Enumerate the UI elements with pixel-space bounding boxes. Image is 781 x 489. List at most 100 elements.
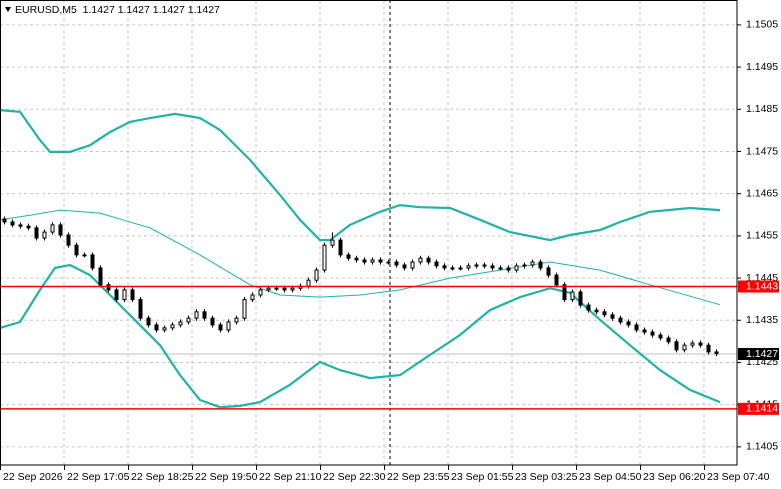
candle-body <box>290 287 295 291</box>
x-tick-label: 22 Sep 18:25 <box>131 471 194 483</box>
candle-body <box>34 227 39 239</box>
candle-body <box>554 274 559 286</box>
candle-body <box>362 259 367 263</box>
candle-body <box>274 287 279 290</box>
level-label: 1.1443 <box>746 280 778 292</box>
candle-body <box>178 321 183 326</box>
candle-body <box>602 311 607 316</box>
plot-frame <box>0 0 738 466</box>
x-tick-label: 22 Sep 23:55 <box>387 471 450 483</box>
candle-body <box>626 321 631 326</box>
candle-body <box>186 317 191 323</box>
candle-body <box>146 317 151 326</box>
candle-body <box>450 267 455 270</box>
candle-body <box>594 309 599 313</box>
candle-body <box>26 225 31 229</box>
y-tick-label: 1.1405 <box>746 441 778 453</box>
candle-body <box>82 254 87 257</box>
candle-body <box>194 311 199 319</box>
last-price-label: 1.1427 <box>746 348 778 360</box>
level-label-box <box>738 402 779 415</box>
candle-body <box>18 224 23 227</box>
candle-body <box>530 261 535 266</box>
candle-body <box>642 329 647 333</box>
candle-body <box>666 337 671 343</box>
candle-body <box>546 267 551 276</box>
candle-body <box>490 265 495 269</box>
x-tick-label: 23 Sep 03:25 <box>515 471 578 483</box>
candle-body <box>538 261 543 269</box>
candle-body <box>130 289 135 301</box>
candle-body <box>114 289 119 301</box>
candle-body <box>266 287 271 291</box>
candle-body <box>394 261 399 266</box>
band-line <box>0 109 721 242</box>
candle-body <box>322 244 327 271</box>
candle-body <box>378 259 383 263</box>
candle-body <box>210 317 215 326</box>
candle-body <box>498 267 503 270</box>
candle-body <box>682 344 687 351</box>
candle-body <box>98 267 103 286</box>
candle-body <box>90 254 95 269</box>
y-tick-label: 1.1475 <box>746 145 778 157</box>
candle-body <box>170 324 175 329</box>
menu-triangle[interactable] <box>5 7 11 12</box>
candle-body <box>426 257 431 263</box>
candle-body <box>474 264 479 267</box>
candle-body <box>314 269 319 281</box>
candle-body <box>226 321 231 331</box>
y-tick-label: 1.1485 <box>746 103 778 115</box>
candle-body <box>466 265 471 269</box>
candle-body <box>586 304 591 311</box>
y-tick-label: 1.1455 <box>746 230 778 242</box>
candle-body <box>2 218 7 223</box>
candle-body <box>242 299 247 319</box>
candle-body <box>42 231 47 239</box>
candle-body <box>218 324 223 331</box>
candle-body <box>250 294 255 301</box>
candle-body <box>202 311 207 319</box>
candle-body <box>162 327 167 331</box>
candle-body <box>306 279 311 287</box>
candle-body <box>562 284 567 301</box>
axes: 1.1505 1.1495 1.1485 1.1475 1.1465 1.1455 1.14… <box>0 19 779 483</box>
candle-body <box>10 221 15 226</box>
candle-body <box>482 264 487 267</box>
candle-body <box>522 264 527 267</box>
candle-body <box>50 224 55 233</box>
candle-body <box>706 344 711 353</box>
candle-body <box>674 341 679 351</box>
candle-body <box>618 317 623 323</box>
candle-body <box>338 239 343 256</box>
candle-body <box>386 261 391 264</box>
candle-body <box>514 265 519 271</box>
level-label: 1.1414 <box>746 403 778 415</box>
y-tick-label: 1.1465 <box>746 187 778 199</box>
candle-body <box>66 234 71 246</box>
y-tick-label: 1.1435 <box>746 314 778 326</box>
candle-body <box>610 314 615 319</box>
candle-body <box>650 331 655 336</box>
x-tick-label: 22 Sep 21:10 <box>259 471 322 483</box>
x-tick-label: 23 Sep 04:50 <box>579 471 642 483</box>
candle-body <box>354 257 359 261</box>
candle-body <box>346 254 351 259</box>
band-line <box>0 209 721 306</box>
candle-body <box>138 299 143 319</box>
y-tick-label: 1.1495 <box>746 61 778 73</box>
candle-body <box>234 317 239 323</box>
candle-body <box>506 267 511 271</box>
candle-body <box>258 289 263 296</box>
x-tick-label: 23 Sep 07:40 <box>707 471 770 483</box>
x-tick-label: 22 Sep 17:05 <box>67 471 130 483</box>
candle-body <box>434 261 439 267</box>
x-tick-label: 22 Sep 2026 <box>3 471 63 483</box>
candle-body <box>458 267 463 270</box>
last-price-box <box>738 348 779 361</box>
x-tick-label: 23 Sep 06:20 <box>643 471 706 483</box>
chart-title: EURUSD,M5 1.1427 1.1427 1.1427 1.1427 <box>15 4 220 16</box>
candle-body <box>122 289 127 301</box>
